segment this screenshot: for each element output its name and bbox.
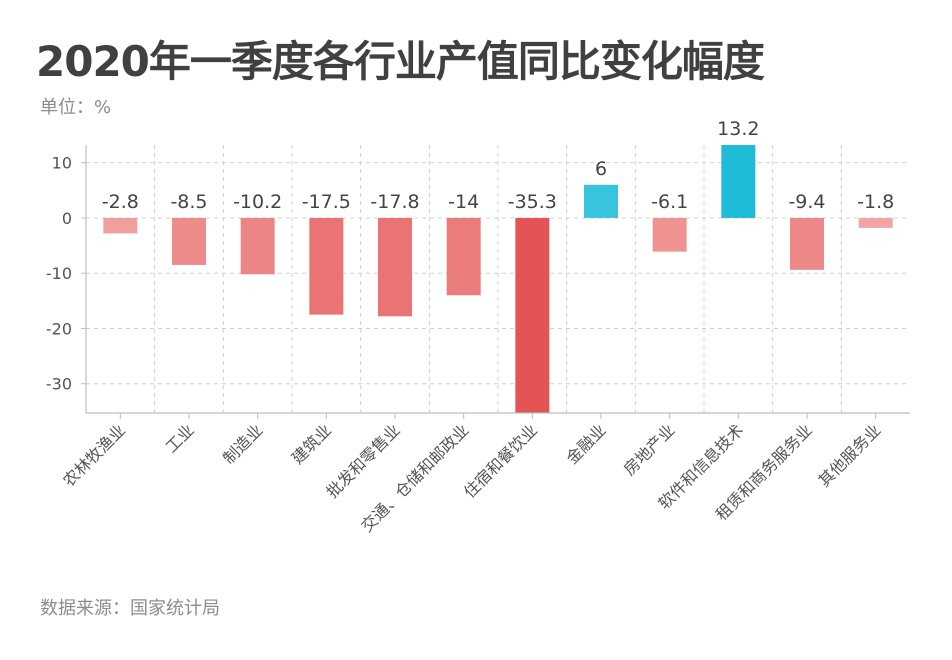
grid-lines xyxy=(86,145,910,413)
data-label: -2.8 xyxy=(102,191,139,213)
data-source: 数据来源：国家统计局 xyxy=(40,598,220,619)
data-label: -8.5 xyxy=(170,191,207,213)
bar xyxy=(103,217,138,234)
y-tick-label: -30 xyxy=(46,375,72,394)
bars xyxy=(103,145,893,413)
unit-label: 单位：% xyxy=(40,97,112,118)
chart-title: 2020年一季度各行业产值同比变化幅度 xyxy=(36,37,765,86)
data-label: 13.2 xyxy=(717,118,759,140)
data-label: -14 xyxy=(448,191,479,213)
x-tick-label: 金融业 xyxy=(562,420,609,467)
bar xyxy=(240,217,275,275)
bar xyxy=(721,145,756,218)
bar xyxy=(858,217,893,228)
data-label: -6.1 xyxy=(651,191,688,213)
data-label: 6 xyxy=(595,158,607,180)
data-label: -17.8 xyxy=(370,191,419,213)
x-tick-label: 住宿和餐饮业 xyxy=(460,420,541,501)
data-label: -9.4 xyxy=(788,191,825,213)
bar xyxy=(172,217,206,265)
bar xyxy=(378,217,412,317)
bar xyxy=(652,217,687,252)
y-tick-label: 10 xyxy=(52,154,72,173)
x-tick-label: 农林牧渔业 xyxy=(59,420,129,490)
x-tick-label: 其他服务业 xyxy=(814,420,884,490)
data-label: -10.2 xyxy=(233,191,282,213)
x-tick-label: 房地产业 xyxy=(620,420,679,479)
x-tick-label: 制造业 xyxy=(219,420,266,467)
y-tick-label: -20 xyxy=(46,319,72,338)
x-tick-label: 建筑业 xyxy=(288,420,335,467)
bar xyxy=(446,217,481,296)
data-label: -35.3 xyxy=(508,191,557,213)
y-tick-label: -10 xyxy=(46,264,72,283)
bar xyxy=(309,217,344,315)
bar xyxy=(515,217,550,413)
bar xyxy=(584,184,618,218)
y-tick-label: 0 xyxy=(62,209,72,228)
bar xyxy=(790,217,824,270)
value-labels: -2.8 -8.5 -10.2 -17.5 -17.8 -14 -35.3 6 -6.1 13.2… xyxy=(102,118,894,213)
data-label: -17.5 xyxy=(302,191,351,213)
x-tick-label: 工业 xyxy=(162,420,198,456)
data-label: -1.8 xyxy=(857,191,894,213)
